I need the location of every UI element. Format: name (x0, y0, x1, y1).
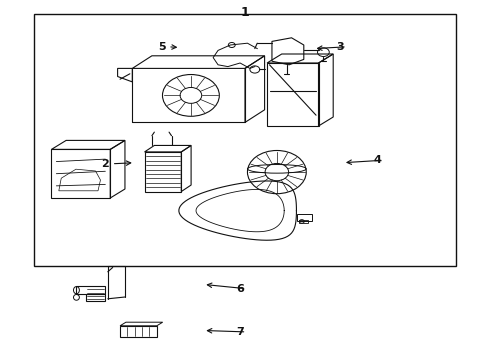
Text: 4: 4 (373, 155, 381, 165)
Bar (145, 152, 181, 192)
Text: 2: 2 (101, 159, 109, 169)
Bar (299, 220, 308, 223)
Text: 1: 1 (241, 6, 249, 19)
Text: 3: 3 (337, 42, 344, 52)
Text: 5: 5 (158, 42, 166, 52)
Bar (297, 214, 312, 221)
Bar (120, 326, 157, 337)
Bar (267, 63, 318, 126)
Bar (34, 14, 456, 266)
Text: 6: 6 (236, 284, 244, 294)
Text: 7: 7 (236, 327, 244, 337)
